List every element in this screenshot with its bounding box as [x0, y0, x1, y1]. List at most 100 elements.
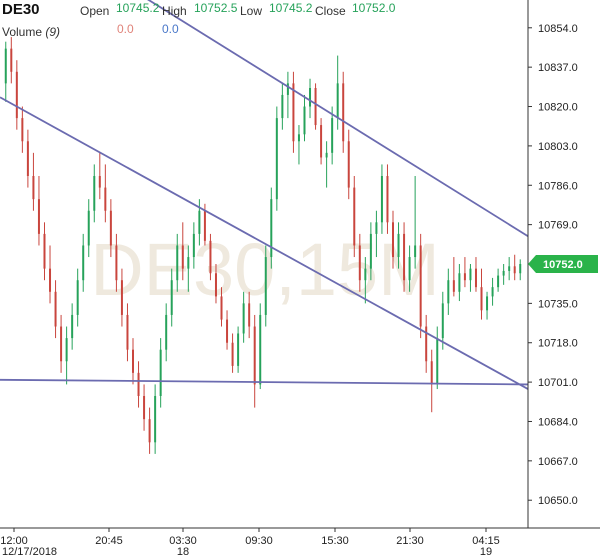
candle-body [369, 233, 372, 269]
candle [347, 129, 350, 200]
trendline-upper-resistance [147, 0, 529, 237]
candle-body [264, 257, 267, 315]
candle [259, 303, 262, 390]
candle-body [463, 273, 466, 281]
candle-body [392, 222, 394, 258]
candle [419, 233, 422, 339]
candle [143, 384, 146, 431]
x-tick-sublabel: 19 [480, 546, 492, 558]
candle [43, 222, 46, 281]
candle-body [76, 280, 79, 315]
candle-body [154, 396, 157, 443]
candle [165, 303, 168, 362]
candle-body [37, 199, 40, 234]
candle-body [170, 280, 173, 315]
candle-body [104, 187, 107, 211]
candle-body [331, 118, 334, 153]
volume-value-1: 0.0 [117, 22, 134, 36]
candle [392, 210, 394, 269]
y-tick-label: 10803.0 [538, 141, 578, 153]
candle-body [403, 233, 406, 281]
trendline-lower-resistance [0, 96, 529, 390]
close-value: 10752.0 [352, 1, 396, 15]
candle-body [192, 233, 195, 258]
candle [314, 83, 317, 130]
candle [375, 210, 378, 258]
candle [342, 71, 345, 153]
candle [369, 222, 372, 281]
candle [331, 106, 334, 165]
candle-body [176, 245, 179, 281]
volume-value-2: 0.0 [162, 22, 179, 36]
candle [447, 268, 450, 315]
candle-body [441, 303, 444, 339]
candle-body [458, 273, 461, 292]
candle-body [364, 268, 367, 281]
candle [353, 176, 356, 258]
candle [497, 268, 500, 292]
y-tick-label: 10820.0 [538, 102, 578, 114]
x-tick-sublabel: 12/17/2018 [2, 546, 57, 558]
x-tick-label: 04:15 [472, 535, 500, 547]
candle-body [143, 396, 146, 420]
volume-label: Volume (9) [2, 25, 61, 39]
candle [502, 264, 505, 285]
candle-body [375, 222, 378, 234]
candle [491, 277, 494, 306]
candle [519, 259, 522, 281]
candle [231, 333, 234, 373]
candle [242, 291, 245, 343]
candle-body [419, 245, 422, 327]
current-price-tag-bg [528, 255, 598, 273]
candle [209, 233, 212, 281]
candle [10, 37, 13, 84]
candle-body [519, 264, 522, 274]
candle-body [198, 210, 201, 234]
candle [275, 106, 278, 211]
low-label: Low [240, 4, 263, 18]
x-tick-label: 09:30 [245, 535, 273, 547]
candle-body [469, 268, 472, 281]
candle [49, 245, 52, 304]
candle-body [292, 83, 295, 142]
candle [170, 268, 173, 327]
candle-body [231, 342, 234, 366]
candle-body [502, 270, 505, 276]
candle-body [10, 48, 13, 72]
x-tick-label: 21:30 [396, 535, 424, 547]
candle-body [480, 287, 483, 311]
open-label: Open [80, 4, 110, 18]
candle-body [408, 257, 411, 281]
candle [297, 125, 300, 165]
candle [408, 245, 411, 292]
candle [65, 326, 68, 385]
y-tick-label: 10650.0 [538, 495, 578, 507]
candle [469, 264, 472, 292]
candle-body [248, 303, 251, 327]
candle [380, 164, 383, 234]
candle-body [137, 372, 140, 396]
candle-body [15, 71, 18, 119]
candle-body [380, 176, 383, 223]
candle [37, 176, 40, 246]
candle-body [54, 291, 57, 327]
candle-body [497, 275, 500, 288]
candle [82, 233, 85, 292]
x-tick-label: 20:45 [95, 535, 123, 547]
candle-body [226, 319, 229, 343]
candle-body [181, 245, 184, 269]
candle-body [126, 314, 129, 350]
candle-body [320, 125, 323, 158]
candle [513, 254, 516, 281]
candle [115, 233, 118, 292]
candle [104, 164, 107, 223]
candle [358, 233, 361, 292]
candle [403, 222, 406, 292]
candle [320, 118, 323, 165]
high-label: High [162, 4, 187, 18]
candle [154, 384, 157, 454]
candle-body [309, 88, 312, 107]
candle-body [314, 88, 317, 126]
candle [480, 268, 483, 320]
